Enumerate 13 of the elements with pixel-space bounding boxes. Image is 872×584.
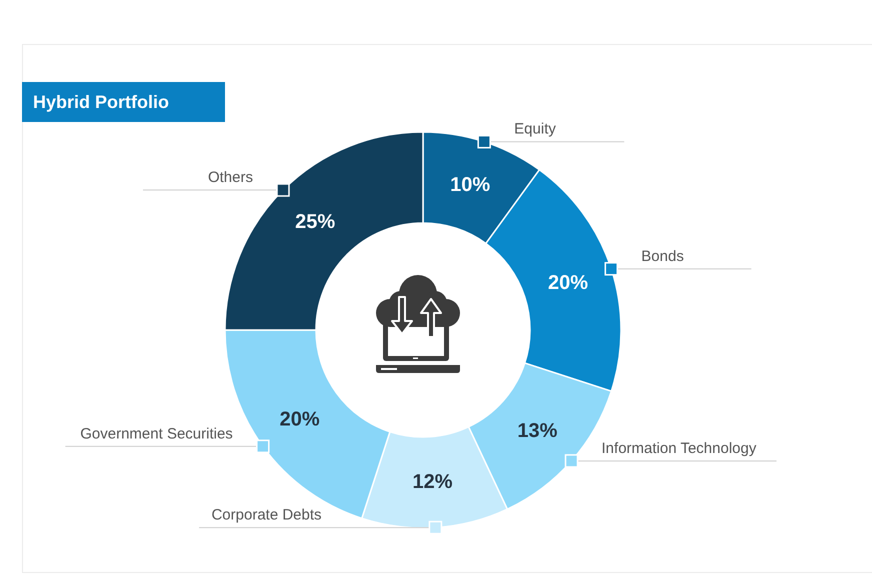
slice-label: Equity <box>514 120 556 138</box>
data-label: 12% <box>412 471 453 494</box>
slice-label: Others <box>208 168 253 186</box>
slice-label: Government Securities <box>80 425 233 442</box>
slice-label: Bonds <box>641 248 684 265</box>
chart-title: Hybrid Portfolio <box>33 91 169 113</box>
data-label: 20% <box>280 408 320 431</box>
data-label: 13% <box>517 420 558 442</box>
slice-label: Corporate Debts <box>211 506 322 524</box>
data-label: 10% <box>450 174 490 196</box>
slice-label: Information Technology <box>602 440 757 457</box>
data-label: 25% <box>295 211 336 234</box>
data-label: 20% <box>548 272 588 294</box>
